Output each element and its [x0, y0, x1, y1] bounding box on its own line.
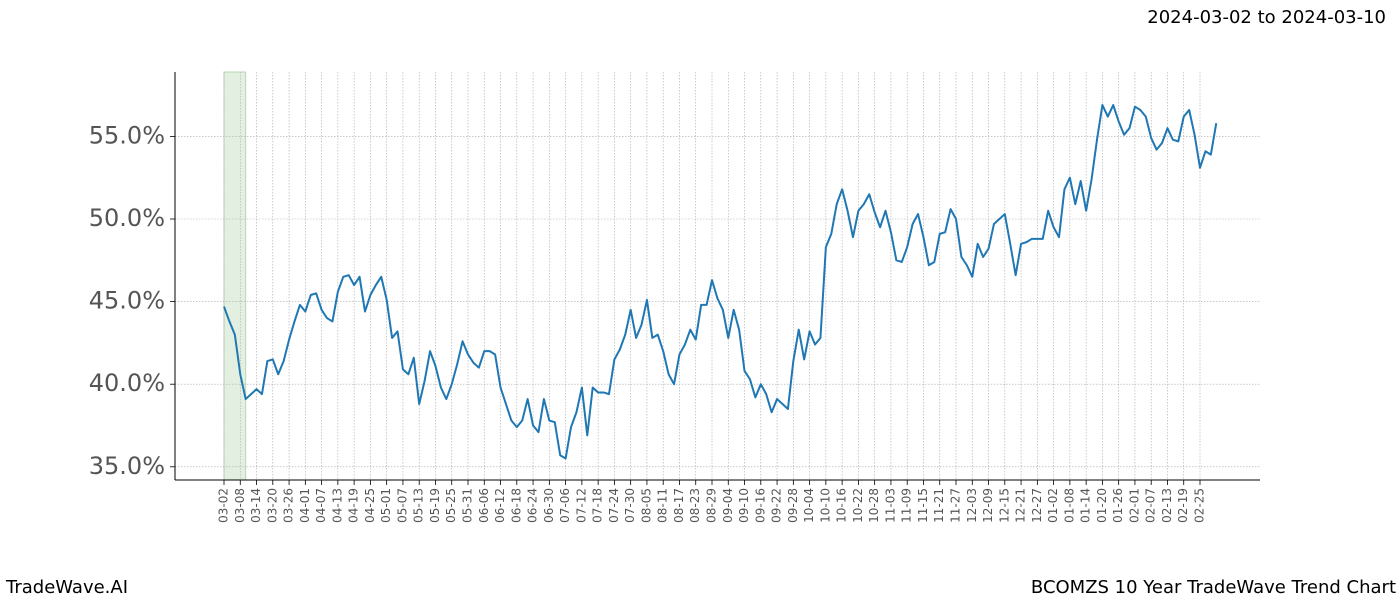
x-tick-label: 10-28 — [867, 488, 881, 523]
x-tick-label: 10-22 — [851, 488, 865, 523]
x-tick-label: 06-12 — [493, 488, 507, 523]
x-tick-label: 03-20 — [265, 488, 279, 523]
x-tick-label: 03-08 — [233, 488, 247, 523]
x-tick-label: 01-26 — [1111, 488, 1125, 523]
x-tick-label: 03-14 — [249, 488, 263, 523]
date-range: 2024-03-02 to 2024-03-10 — [1147, 7, 1386, 28]
x-tick-label: 05-01 — [379, 488, 393, 523]
y-tick-label: 55.0% — [89, 121, 165, 149]
x-tick-label: 10-10 — [818, 488, 832, 523]
x-tick-label: 05-13 — [412, 488, 426, 523]
x-tick-label: 04-19 — [347, 488, 361, 523]
x-tick-label: 12-03 — [965, 488, 979, 523]
x-tick-label: 01-08 — [1062, 488, 1076, 523]
x-tick-label: 05-19 — [428, 488, 442, 523]
x-tick-label: 02-13 — [1160, 488, 1174, 523]
x-tick-label: 11-27 — [949, 488, 963, 523]
y-tick-label: 40.0% — [89, 369, 165, 397]
x-tick-label: 07-06 — [558, 488, 572, 523]
x-tick-label: 03-02 — [217, 488, 231, 523]
x-tick-label: 07-24 — [607, 488, 621, 523]
x-tick-label: 01-20 — [1095, 488, 1109, 523]
highlight-band — [223, 71, 247, 481]
x-tick-label: 07-12 — [574, 488, 588, 523]
brand: TradeWave.AI — [5, 577, 128, 598]
x-tick-label: 08-05 — [639, 488, 653, 523]
x-tick-label: 05-07 — [395, 488, 409, 523]
x-tick-label: 02-19 — [1176, 488, 1190, 523]
x-tick-label: 08-23 — [688, 488, 702, 523]
x-tick-label: 09-16 — [753, 488, 767, 523]
x-tick-label: 09-10 — [737, 488, 751, 523]
x-tick-label: 04-25 — [363, 488, 377, 523]
x-tick-label: 02-01 — [1127, 488, 1141, 523]
y-tick-label: 45.0% — [89, 287, 165, 315]
x-tick-label: 08-17 — [672, 488, 686, 523]
y-tick-label: 50.0% — [89, 204, 165, 232]
x-tick-label: 05-25 — [444, 488, 458, 523]
x-tick-label: 09-22 — [770, 488, 784, 523]
x-tick-label: 07-30 — [623, 488, 637, 523]
x-tick-label: 11-03 — [883, 488, 897, 523]
x-tick-label: 11-21 — [932, 488, 946, 523]
x-tick-label: 12-27 — [1030, 488, 1044, 523]
x-tick-label: 06-06 — [477, 488, 491, 523]
x-tick-label: 04-13 — [330, 488, 344, 523]
x-tick-label: 11-09 — [900, 488, 914, 523]
x-tick-label: 10-04 — [802, 488, 816, 523]
x-tick-label: 03-26 — [282, 488, 296, 523]
x-tick-label: 08-11 — [656, 488, 670, 523]
x-tick-label: 01-02 — [1046, 488, 1060, 523]
x-tick-label: 12-21 — [1014, 488, 1028, 523]
chart-caption: BCOMZS 10 Year TradeWave Trend Chart — [1031, 577, 1396, 598]
x-tick-label: 05-31 — [461, 488, 475, 523]
x-tick-label: 04-07 — [314, 488, 328, 523]
x-tick-label: 09-04 — [721, 488, 735, 523]
x-tick-label: 06-24 — [526, 488, 540, 523]
x-tick-label: 02-25 — [1193, 488, 1207, 523]
x-tick-label: 08-29 — [705, 488, 719, 523]
y-tick-label: 35.0% — [89, 452, 165, 480]
x-tick-label: 12-15 — [997, 488, 1011, 523]
x-tick-label: 02-07 — [1144, 488, 1158, 523]
x-tick-label: 06-18 — [509, 488, 523, 523]
x-tick-label: 04-01 — [298, 488, 312, 523]
x-tick-label: 11-15 — [916, 488, 930, 523]
x-tick-label: 07-18 — [591, 488, 605, 523]
x-tick-label: 10-16 — [835, 488, 849, 523]
trend-line — [223, 104, 1218, 460]
x-tick-label: 12-09 — [981, 488, 995, 523]
x-tick-label: 01-14 — [1079, 488, 1093, 523]
x-tick-label: 09-28 — [786, 488, 800, 523]
x-tick-label: 06-30 — [542, 488, 556, 523]
